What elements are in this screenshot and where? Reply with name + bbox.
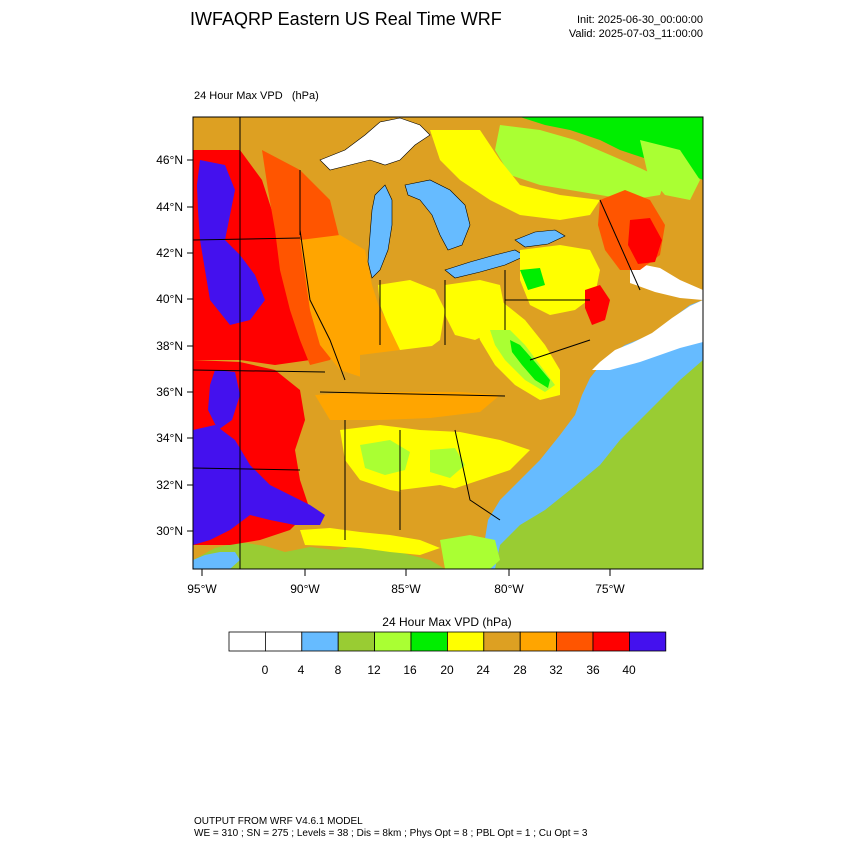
lake-ontario: [514, 229, 566, 248]
lat-label: 36°N: [156, 385, 183, 399]
appalachian-deepgreen: [510, 340, 550, 388]
colorbar-box: [374, 631, 412, 652]
colorbar-label: 8: [335, 663, 342, 677]
northeast-yellow: [520, 245, 600, 315]
colorbar-title: 24 Hour Max VPD (hPa): [382, 615, 512, 629]
canada-yellow: [430, 130, 600, 220]
lat-label: 38°N: [156, 339, 183, 353]
colorbar-box: [264, 631, 303, 652]
colorbar-label: 28: [513, 663, 527, 677]
valid-time: Valid: 2025-07-03_11:00:00: [568, 28, 703, 40]
colorbar-box: [556, 631, 594, 652]
kentucky-orange: [360, 345, 490, 390]
newengland-green: [640, 140, 700, 200]
colorbar-label: 24: [476, 663, 490, 677]
colorbar-label: 12: [367, 663, 381, 677]
colorbar: [228, 631, 667, 652]
colorbar-box: [410, 631, 448, 652]
colorbar-label: 36: [586, 663, 600, 677]
lat-label: 34°N: [156, 431, 183, 445]
colorbar-label: 0: [262, 663, 269, 677]
southeast-green: [360, 440, 465, 478]
colorbar-box: [228, 631, 266, 652]
lat-label: 42°N: [156, 246, 183, 260]
nyc-red: [585, 285, 610, 325]
field-label: 24 Hour Max VPD (hPa): [194, 90, 319, 102]
lat-label: 46°N: [156, 153, 183, 167]
field-name: 24 Hour Max VPD: [194, 90, 283, 102]
ocean-low-vpd: [495, 360, 703, 569]
init-time: Init: 2025-06-30_00:00:00: [577, 14, 703, 26]
lake-superior: [319, 117, 431, 171]
plot-title: IWFAQRP Eastern US Real Time WRF: [190, 9, 502, 29]
lon-tick-marks: [201, 569, 611, 576]
midwest-orange: [300, 235, 410, 380]
colorbar-box: [629, 631, 667, 652]
colorbar-labels: 0 4 8 12 16 20 24 28 32 36 40: [262, 663, 636, 677]
field-units: (hPa): [291, 90, 319, 102]
northeast-green-patch: [520, 268, 545, 290]
colorbar-label: 4: [298, 663, 305, 677]
colorbar-label: 20: [440, 663, 454, 677]
lat-labels: 46°N 44°N 42°N 40°N 38°N 36°N 34°N 32°N …: [156, 153, 183, 538]
lon-label: 75°W: [595, 582, 625, 596]
lake-michigan: [367, 184, 393, 279]
indiana-yellow: [378, 280, 445, 355]
lon-label: 95°W: [187, 582, 217, 596]
colorbar-label: 32: [549, 663, 563, 677]
lat-label: 32°N: [156, 478, 183, 492]
gulf-coast-yellow: [300, 528, 440, 555]
state-boundaries: [193, 117, 641, 569]
lake-huron: [404, 179, 471, 251]
lat-label: 40°N: [156, 292, 183, 306]
model-info: OUTPUT FROM WRF V4.6.1 MODEL: [194, 816, 363, 827]
lon-label: 80°W: [494, 582, 524, 596]
newengland-red: [628, 218, 662, 264]
colorbar-box: [483, 631, 521, 652]
map-field: [193, 117, 703, 569]
map-frame: [192, 116, 704, 570]
colorbar-box: [592, 631, 630, 652]
plains-blue-mid: [208, 370, 240, 430]
lon-labels: 95°W 90°W 85°W 80°W 75°W: [187, 582, 625, 596]
colorbar-box: [337, 631, 376, 652]
ocean-no-data: [592, 262, 703, 370]
lat-tick-marks: [187, 159, 193, 532]
lon-label: 90°W: [290, 582, 320, 596]
plains-blue-north: [197, 160, 265, 325]
tennessee-orange: [315, 392, 500, 420]
model-settings: WE = 310 ; SN = 275 ; Levels = 38 ; Dis …: [194, 828, 588, 839]
colorbar-label: 16: [403, 663, 417, 677]
colorbar-box: [519, 631, 558, 652]
canada-lightgreen: [495, 125, 665, 200]
lat-label: 44°N: [156, 200, 183, 214]
southeast-gold: [400, 485, 480, 545]
florida-green: [440, 535, 500, 569]
colorbar-box: [446, 631, 485, 652]
lat-label: 30°N: [156, 524, 183, 538]
gulf-coast-water: [193, 552, 240, 569]
colorbar-box: [301, 631, 339, 652]
plains-blue-south: [193, 425, 325, 545]
colorbar-label: 40: [622, 663, 636, 677]
lon-label: 85°W: [391, 582, 421, 596]
canada-green: [520, 117, 703, 180]
